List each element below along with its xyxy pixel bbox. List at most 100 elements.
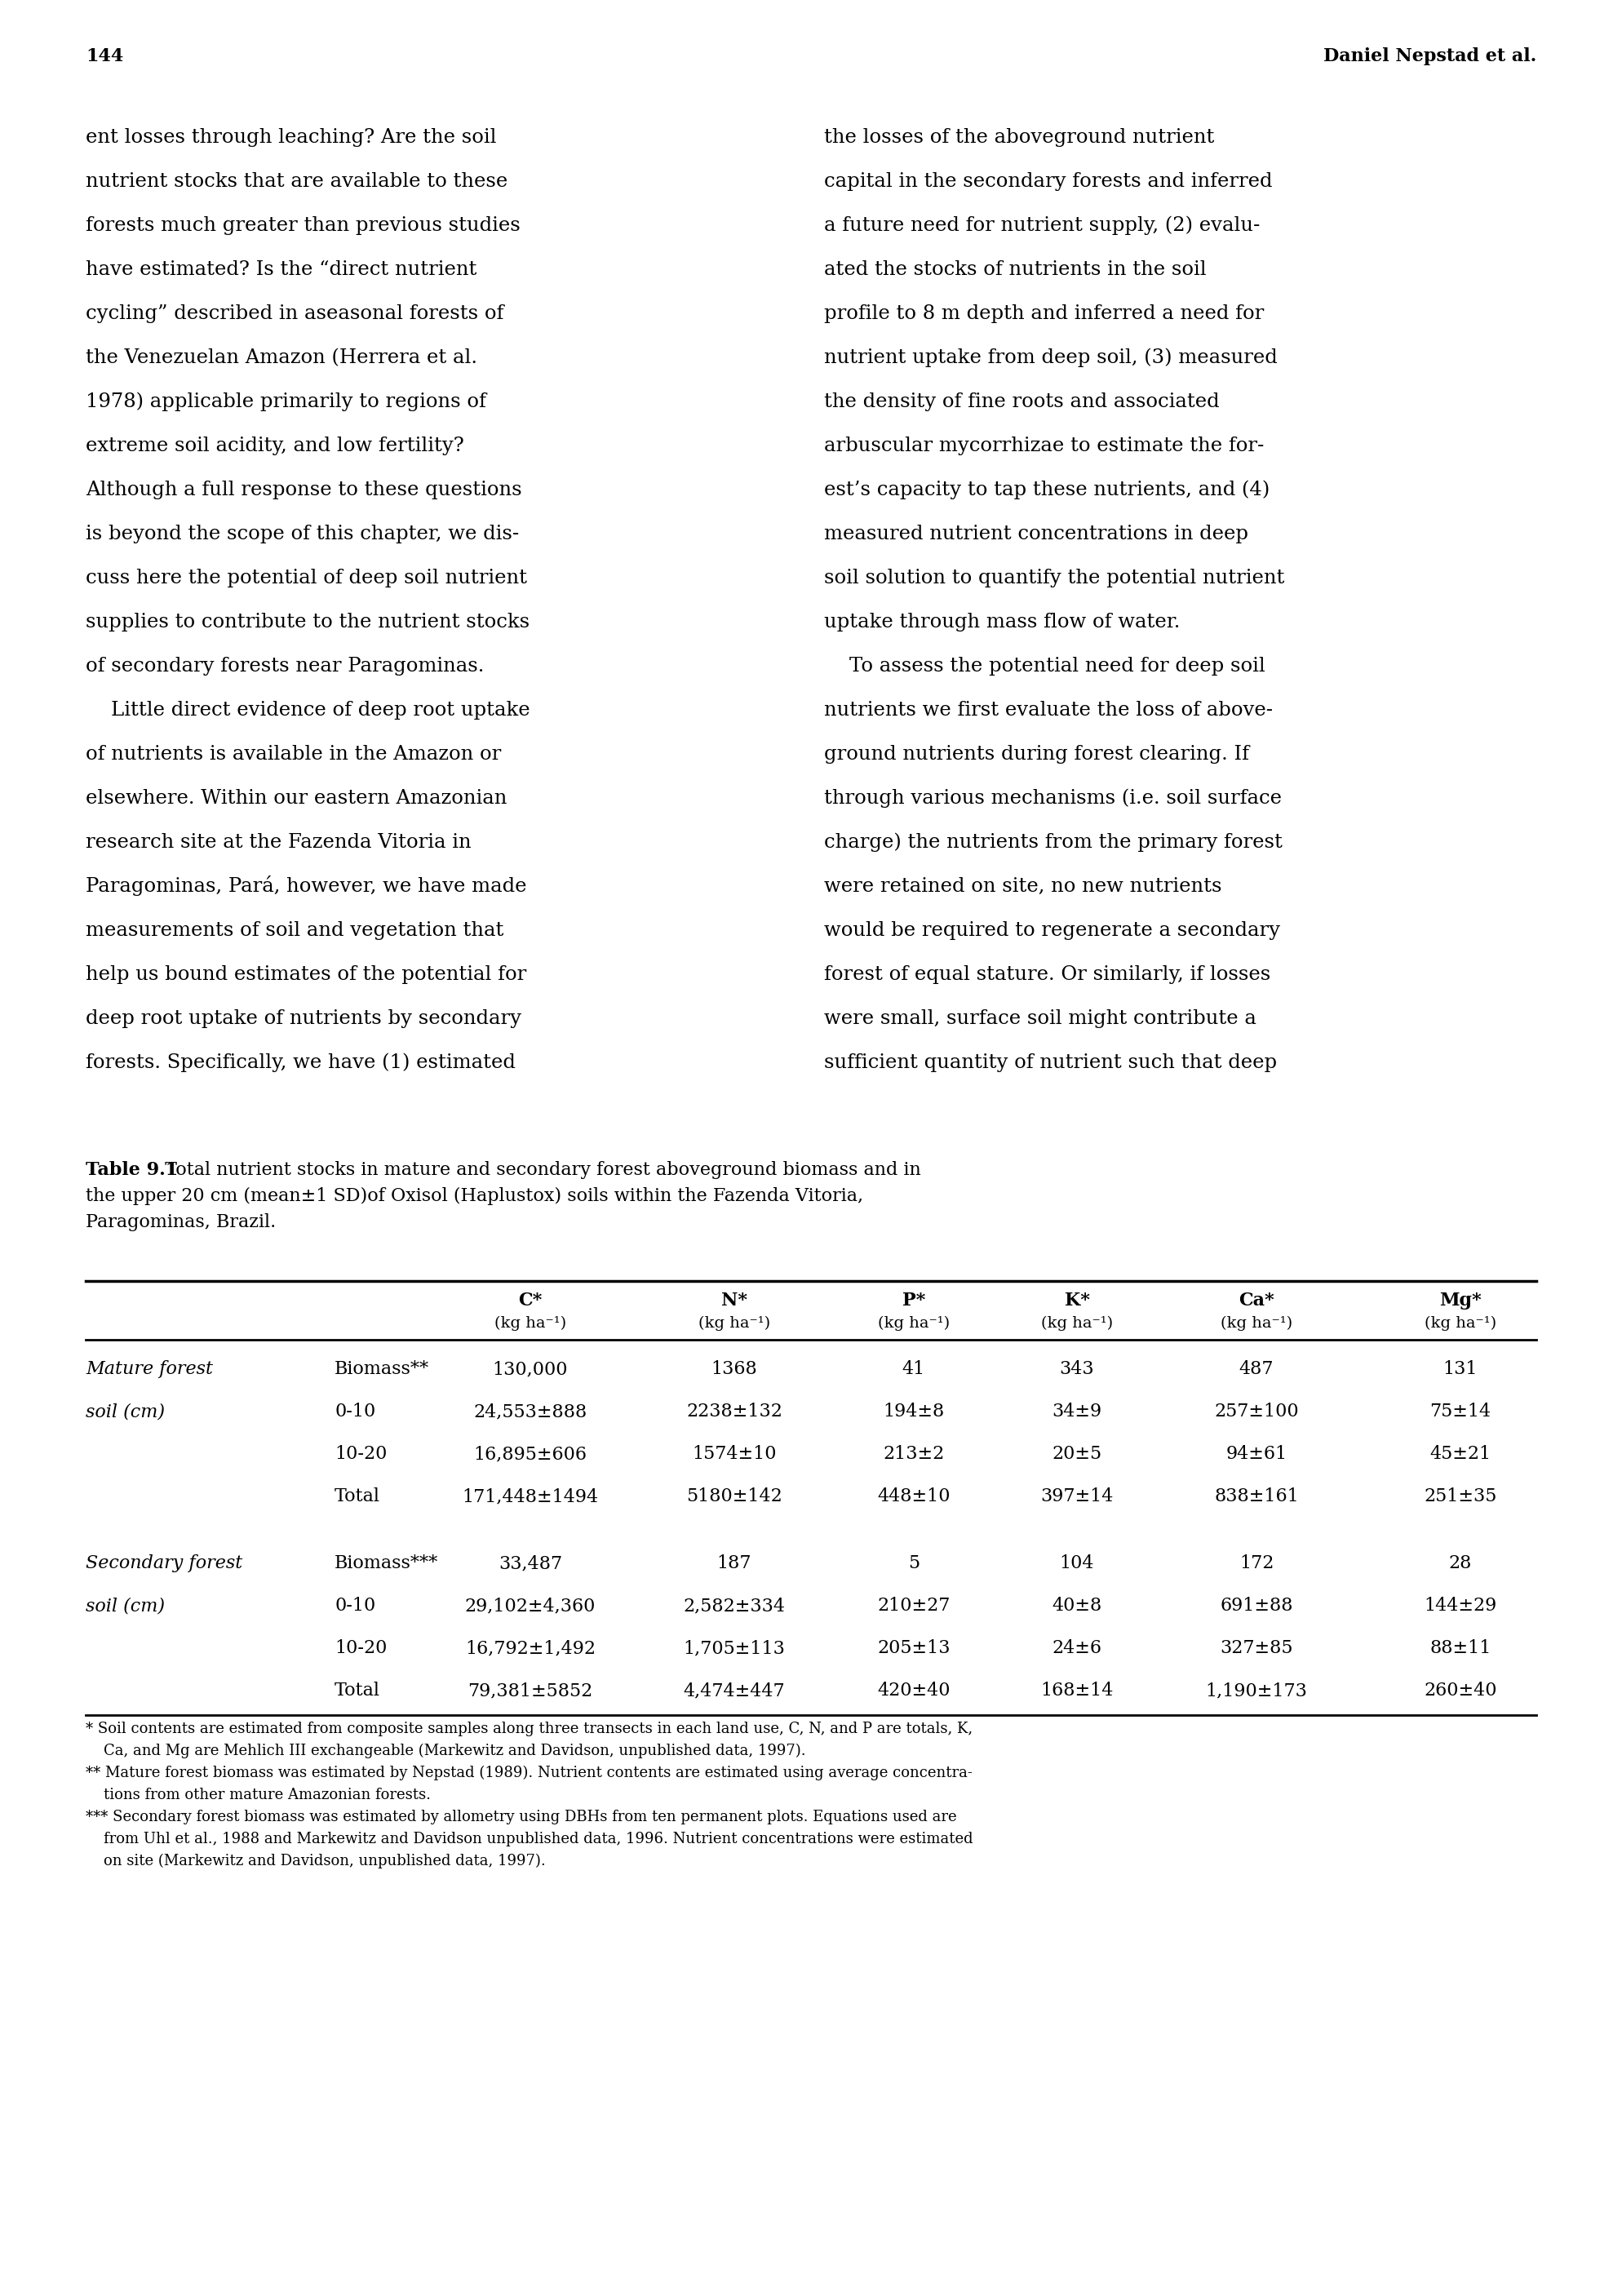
Text: of nutrients is available in the Amazon or: of nutrients is available in the Amazon … xyxy=(86,744,501,765)
Text: 34±9: 34±9 xyxy=(1053,1403,1101,1421)
Text: Paragominas, Brazil.: Paragominas, Brazil. xyxy=(86,1212,276,1231)
Text: 168±14: 168±14 xyxy=(1041,1681,1113,1699)
Text: 210±27: 210±27 xyxy=(878,1596,950,1614)
Text: 187: 187 xyxy=(717,1554,751,1573)
Text: 28: 28 xyxy=(1448,1554,1473,1573)
Text: forests. Specifically, we have (1) estimated: forests. Specifically, we have (1) estim… xyxy=(86,1054,516,1072)
Text: a future need for nutrient supply, (2) evalu-: a future need for nutrient supply, (2) e… xyxy=(824,216,1260,234)
Text: ground nutrients during forest clearing. If: ground nutrients during forest clearing.… xyxy=(824,744,1249,765)
Text: Mature forest: Mature forest xyxy=(86,1359,212,1378)
Text: 131: 131 xyxy=(1444,1359,1478,1378)
Text: Mg*: Mg* xyxy=(1439,1293,1481,1309)
Text: 487: 487 xyxy=(1239,1359,1273,1378)
Text: 29,102±4,360: 29,102±4,360 xyxy=(466,1596,595,1614)
Text: is beyond the scope of this chapter, we dis-: is beyond the scope of this chapter, we … xyxy=(86,526,519,544)
Text: have estimated? Is the “direct nutrient: have estimated? Is the “direct nutrient xyxy=(86,259,477,280)
Text: soil solution to quantify the potential nutrient: soil solution to quantify the potential … xyxy=(824,569,1285,588)
Text: Paragominas, Pará, however, we have made: Paragominas, Pará, however, we have made xyxy=(86,875,527,895)
Text: extreme soil acidity, and low fertility?: extreme soil acidity, and low fertility? xyxy=(86,436,464,455)
Text: tions from other mature Amazonian forests.: tions from other mature Amazonian forest… xyxy=(104,1789,431,1802)
Text: nutrient uptake from deep soil, (3) measured: nutrient uptake from deep soil, (3) meas… xyxy=(824,349,1278,367)
Text: elsewhere. Within our eastern Amazonian: elsewhere. Within our eastern Amazonian xyxy=(86,790,508,808)
Text: 0-10: 0-10 xyxy=(334,1596,376,1614)
Text: (kg ha⁻¹): (kg ha⁻¹) xyxy=(1041,1316,1113,1332)
Text: soil (cm): soil (cm) xyxy=(86,1596,165,1614)
Text: 130,000: 130,000 xyxy=(493,1359,568,1378)
Text: nutrients we first evaluate the loss of above-: nutrients we first evaluate the loss of … xyxy=(824,700,1273,719)
Text: (kg ha⁻¹): (kg ha⁻¹) xyxy=(1424,1316,1497,1332)
Text: forests much greater than previous studies: forests much greater than previous studi… xyxy=(86,216,521,234)
Text: measurements of soil and vegetation that: measurements of soil and vegetation that xyxy=(86,921,504,939)
Text: the losses of the aboveground nutrient: the losses of the aboveground nutrient xyxy=(824,129,1215,147)
Text: 1368: 1368 xyxy=(710,1359,757,1378)
Text: ated the stocks of nutrients in the soil: ated the stocks of nutrients in the soil xyxy=(824,259,1207,280)
Text: 838±161: 838±161 xyxy=(1215,1488,1299,1506)
Text: 691±88: 691±88 xyxy=(1220,1596,1293,1614)
Text: 420±40: 420±40 xyxy=(878,1681,950,1699)
Text: 16,792±1,492: 16,792±1,492 xyxy=(466,1639,595,1658)
Text: 94±61: 94±61 xyxy=(1226,1444,1288,1463)
Text: 205±13: 205±13 xyxy=(878,1639,950,1658)
Text: 1,190±173: 1,190±173 xyxy=(1205,1681,1307,1699)
Text: 33,487: 33,487 xyxy=(498,1554,563,1573)
Text: est’s capacity to tap these nutrients, and (4): est’s capacity to tap these nutrients, a… xyxy=(824,480,1270,498)
Text: capital in the secondary forests and inferred: capital in the secondary forests and inf… xyxy=(824,172,1272,191)
Text: K*: K* xyxy=(1064,1293,1090,1309)
Text: 24±6: 24±6 xyxy=(1053,1639,1101,1658)
Text: Daniel Nepstad et al.: Daniel Nepstad et al. xyxy=(1324,48,1536,64)
Text: 79,381±5852: 79,381±5852 xyxy=(467,1681,594,1699)
Text: 327±85: 327±85 xyxy=(1220,1639,1293,1658)
Text: research site at the Fazenda Vitoria in: research site at the Fazenda Vitoria in xyxy=(86,833,472,852)
Text: the Venezuelan Amazon (Herrera et al.: the Venezuelan Amazon (Herrera et al. xyxy=(86,349,477,367)
Text: 10-20: 10-20 xyxy=(334,1639,388,1658)
Text: help us bound estimates of the potential for: help us bound estimates of the potential… xyxy=(86,964,527,985)
Text: 2238±132: 2238±132 xyxy=(686,1403,782,1421)
Text: 10-20: 10-20 xyxy=(334,1444,388,1463)
Text: of secondary forests near Paragominas.: of secondary forests near Paragominas. xyxy=(86,657,483,675)
Text: the density of fine roots and associated: the density of fine roots and associated xyxy=(824,393,1220,411)
Text: would be required to regenerate a secondary: would be required to regenerate a second… xyxy=(824,921,1280,939)
Text: 24,553±888: 24,553±888 xyxy=(474,1403,587,1421)
Text: profile to 8 m depth and inferred a need for: profile to 8 m depth and inferred a need… xyxy=(824,305,1264,324)
Text: Total nutrient stocks in mature and secondary forest aboveground biomass and in: Total nutrient stocks in mature and seco… xyxy=(159,1162,921,1180)
Text: Ca*: Ca* xyxy=(1239,1293,1275,1309)
Text: 171,448±1494: 171,448±1494 xyxy=(462,1488,599,1506)
Text: 144±29: 144±29 xyxy=(1424,1596,1497,1614)
Text: 20±5: 20±5 xyxy=(1053,1444,1101,1463)
Text: uptake through mass flow of water.: uptake through mass flow of water. xyxy=(824,613,1181,631)
Text: on site (Markewitz and Davidson, unpublished data, 1997).: on site (Markewitz and Davidson, unpubli… xyxy=(104,1853,545,1869)
Text: Secondary forest: Secondary forest xyxy=(86,1554,243,1573)
Text: Total: Total xyxy=(334,1488,380,1506)
Text: Total: Total xyxy=(334,1681,380,1699)
Text: * Soil contents are estimated from composite samples along three transects in ea: * Soil contents are estimated from compo… xyxy=(86,1722,973,1736)
Text: Biomass***: Biomass*** xyxy=(334,1554,438,1573)
Text: To assess the potential need for deep soil: To assess the potential need for deep so… xyxy=(824,657,1265,675)
Text: 75±14: 75±14 xyxy=(1431,1403,1491,1421)
Text: (kg ha⁻¹): (kg ha⁻¹) xyxy=(495,1316,566,1332)
Text: the upper 20 cm (mean±1 SD)of Oxisol (Haplustox) soils within the Fazenda Vitori: the upper 20 cm (mean±1 SD)of Oxisol (Ha… xyxy=(86,1187,863,1205)
Text: cycling” described in aseasonal forests of: cycling” described in aseasonal forests … xyxy=(86,305,504,324)
Text: 213±2: 213±2 xyxy=(882,1444,944,1463)
Text: charge) the nutrients from the primary forest: charge) the nutrients from the primary f… xyxy=(824,833,1283,852)
Text: (kg ha⁻¹): (kg ha⁻¹) xyxy=(699,1316,770,1332)
Text: measured nutrient concentrations in deep: measured nutrient concentrations in deep xyxy=(824,526,1249,544)
Text: 40±8: 40±8 xyxy=(1053,1596,1101,1614)
Text: nutrient stocks that are available to these: nutrient stocks that are available to th… xyxy=(86,172,508,191)
Text: Ca, and Mg are Mehlich III exchangeable (Markewitz and Davidson, unpublished dat: Ca, and Mg are Mehlich III exchangeable … xyxy=(104,1743,806,1759)
Text: sufficient quantity of nutrient such that deep: sufficient quantity of nutrient such tha… xyxy=(824,1054,1277,1072)
Text: 16,895±606: 16,895±606 xyxy=(474,1444,587,1463)
Text: 257±100: 257±100 xyxy=(1215,1403,1299,1421)
Text: 0-10: 0-10 xyxy=(334,1403,376,1421)
Text: Biomass**: Biomass** xyxy=(334,1359,430,1378)
Text: were small, surface soil might contribute a: were small, surface soil might contribut… xyxy=(824,1010,1257,1029)
Text: 1,705±113: 1,705±113 xyxy=(683,1639,785,1658)
Text: P*: P* xyxy=(902,1293,926,1309)
Text: ** Mature forest biomass was estimated by Nepstad (1989). Nutrient contents are : ** Mature forest biomass was estimated b… xyxy=(86,1766,973,1779)
Text: 194±8: 194±8 xyxy=(882,1403,944,1421)
Text: 251±35: 251±35 xyxy=(1424,1488,1497,1506)
Text: soil (cm): soil (cm) xyxy=(86,1403,165,1421)
Text: Table 9.1: Table 9.1 xyxy=(86,1162,178,1180)
Text: C*: C* xyxy=(519,1293,542,1309)
Text: 4,474±447: 4,474±447 xyxy=(683,1681,785,1699)
Text: 45±21: 45±21 xyxy=(1431,1444,1491,1463)
